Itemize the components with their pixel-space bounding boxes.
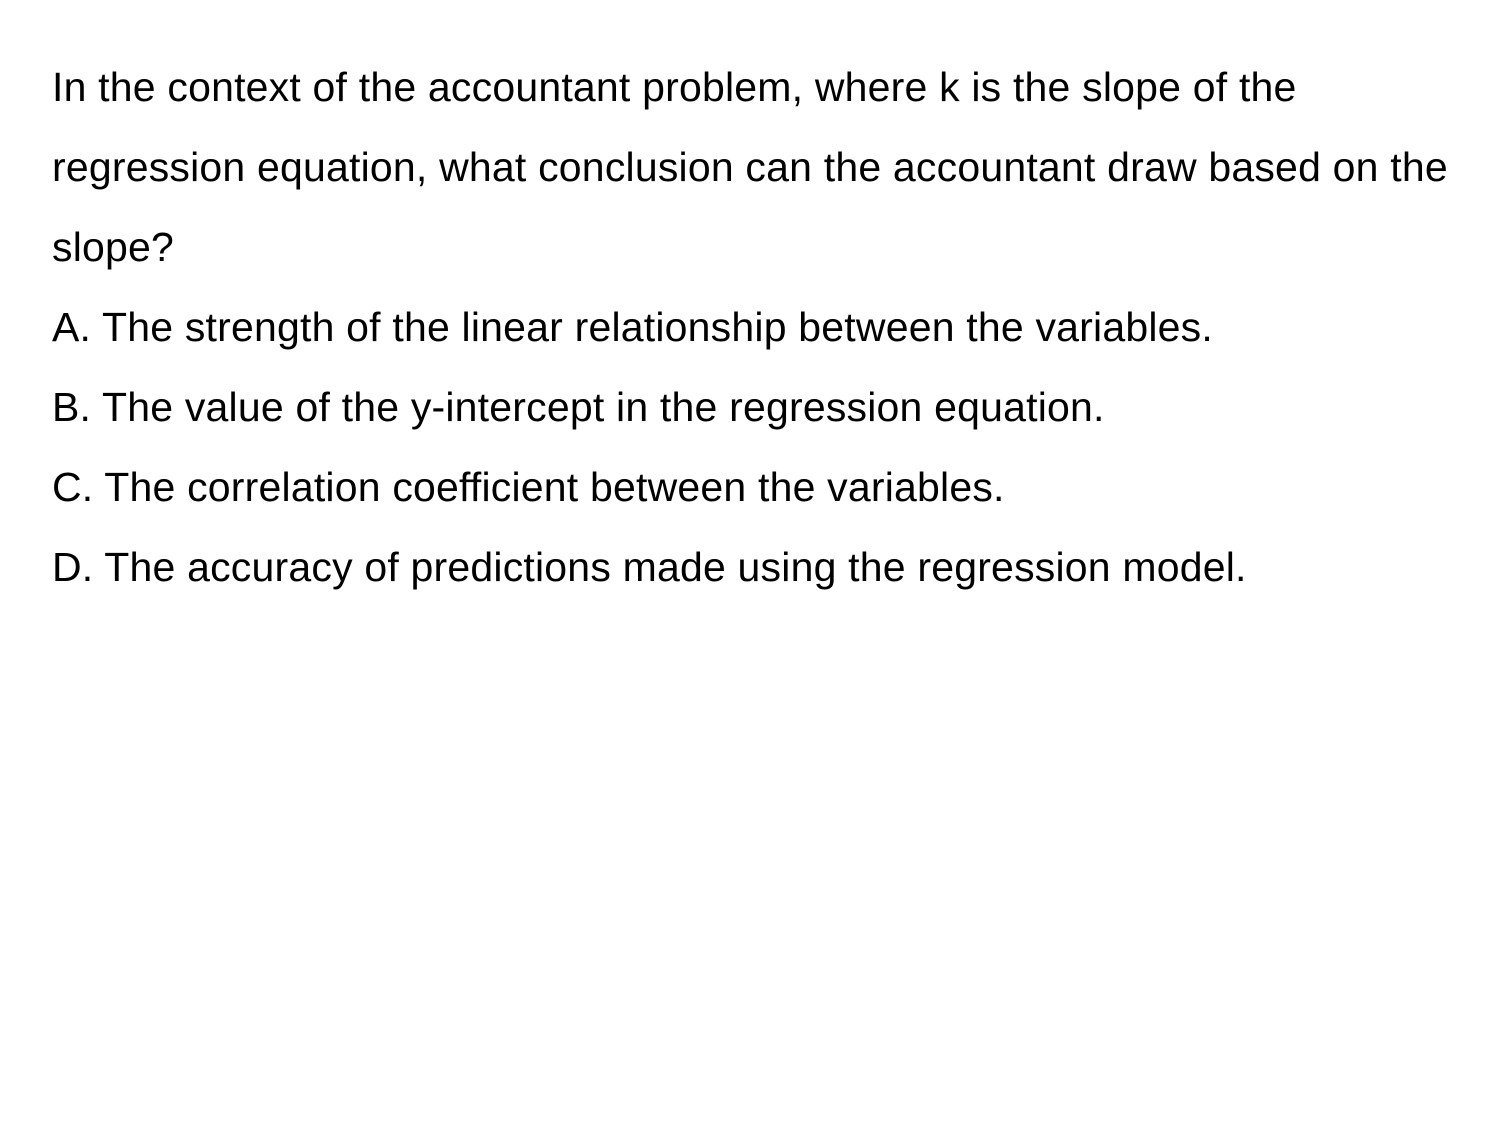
option-a: A. The strength of the linear relationsh… [52, 288, 1448, 368]
option-b: B. The value of the y-intercept in the r… [52, 368, 1448, 448]
option-c: C. The correlation coefficient between t… [52, 448, 1448, 528]
option-c-label: C. [52, 464, 93, 510]
question-stem: In the context of the accountant problem… [52, 48, 1448, 288]
question-block: In the context of the accountant problem… [52, 48, 1448, 608]
option-b-label: B. [52, 384, 91, 430]
option-c-text: The correlation coefficient between the … [104, 464, 1004, 510]
option-d: D. The accuracy of predictions made usin… [52, 528, 1448, 608]
option-d-label: D. [52, 544, 93, 590]
option-b-text: The value of the y-intercept in the regr… [102, 384, 1105, 430]
option-a-text: The strength of the linear relationship … [102, 304, 1213, 350]
option-d-text: The accuracy of predictions made using t… [104, 544, 1246, 590]
option-a-label: A. [52, 304, 91, 350]
